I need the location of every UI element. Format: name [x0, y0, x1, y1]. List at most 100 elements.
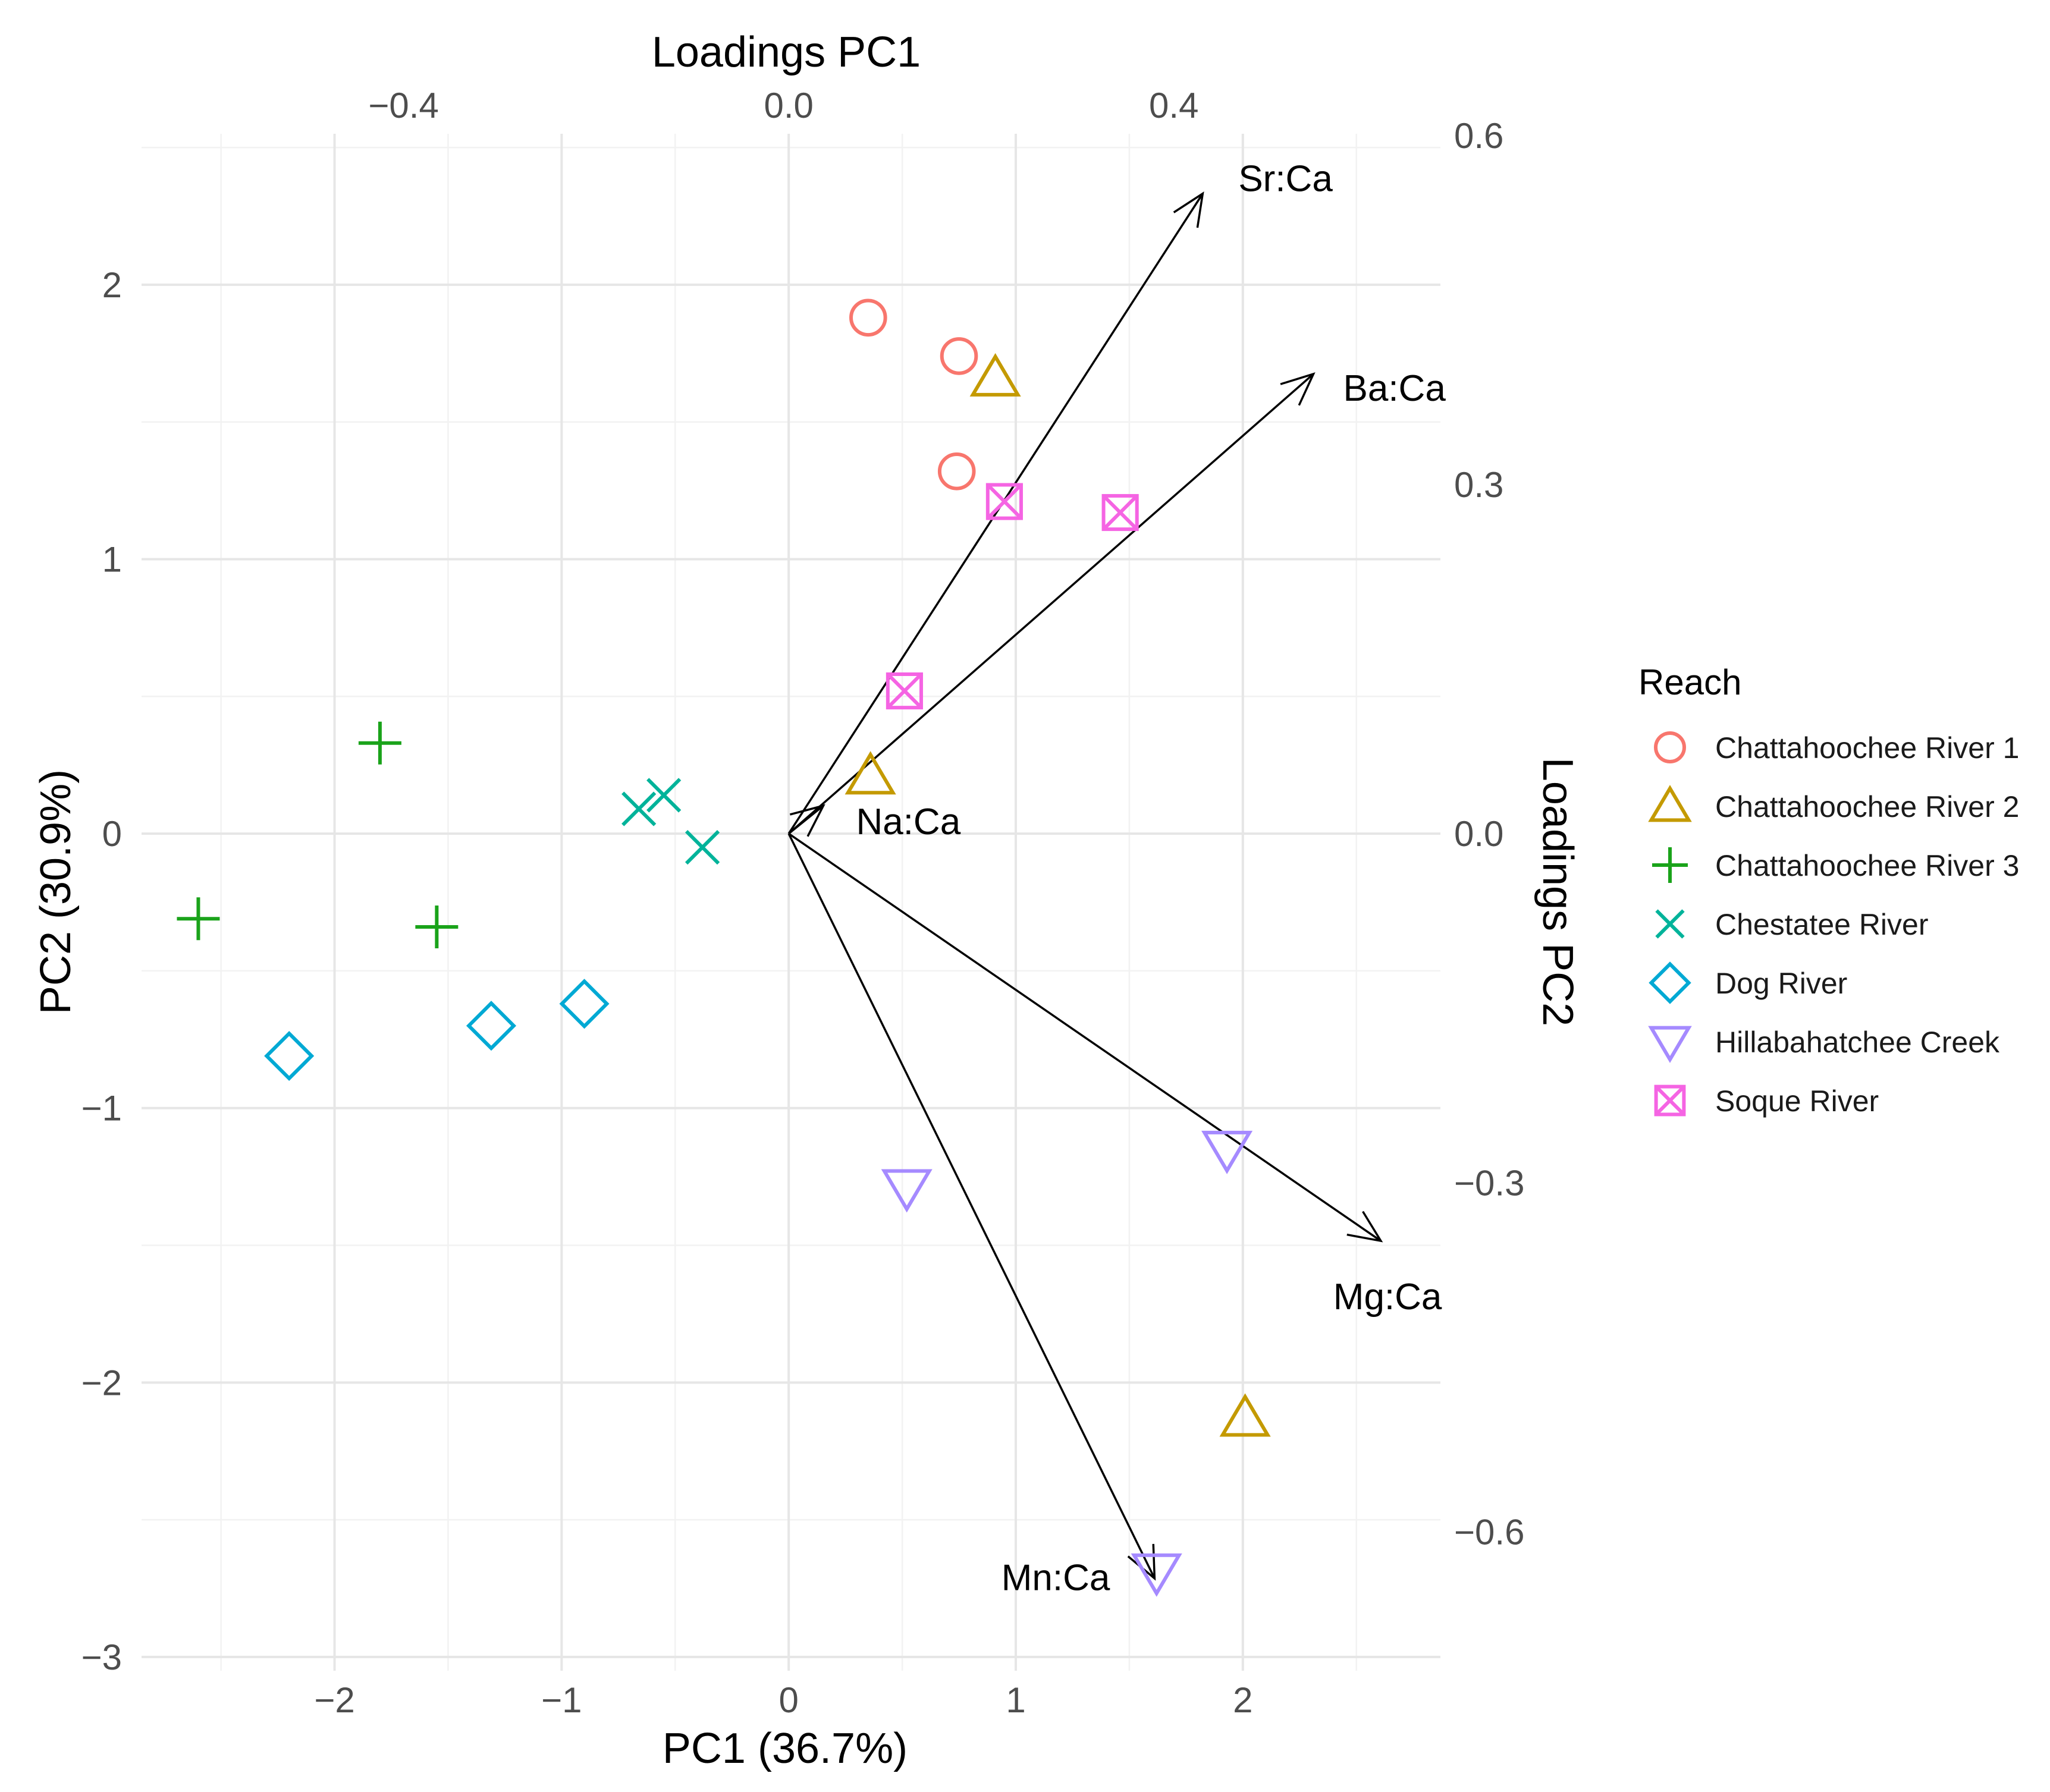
- data-point: [985, 483, 1023, 520]
- legend-item[interactable]: Dog River: [1649, 961, 1848, 1004]
- legend-item[interactable]: Chattahoochee River 3: [1652, 847, 2019, 883]
- cross-b: [685, 830, 720, 865]
- x-tick-label: 2: [1233, 1680, 1252, 1720]
- box-marker: [1101, 493, 1139, 532]
- circle-marker: [937, 452, 976, 491]
- diamond-marker: [466, 1001, 517, 1051]
- box-cross-b: [1102, 494, 1138, 531]
- triangle-marker: [1219, 1393, 1271, 1437]
- box-marker: [1654, 1084, 1686, 1117]
- circle-marker: [1654, 731, 1686, 763]
- series-chattahoochee-river-3: [177, 721, 459, 949]
- right-tick-label: 0.6: [1454, 116, 1503, 156]
- legend-item[interactable]: Chestatee River: [1655, 908, 1929, 941]
- series-dog-river: [264, 979, 610, 1082]
- loading-arrow-mg-ca: [788, 832, 1382, 1242]
- legend-item[interactable]: Soque River: [1654, 1084, 1879, 1118]
- legend-label: Dog River: [1715, 967, 1847, 1000]
- y-tick-label: −2: [81, 1363, 122, 1403]
- loading-arrowhead: [1173, 191, 1204, 228]
- loading-arrow-ba-ca: [788, 373, 1314, 835]
- legend-key: [1648, 785, 1692, 822]
- data-point: [466, 1001, 517, 1051]
- y-tick-label: 1: [102, 539, 122, 579]
- loading-label: Mn:Ca: [1002, 1558, 1110, 1599]
- circle-marker: [849, 298, 887, 337]
- top-axis-title: Loadings PC1: [652, 29, 921, 76]
- legend-key: [1655, 909, 1685, 939]
- data-point: [685, 830, 720, 865]
- legend-item[interactable]: Chattahoochee River 2: [1648, 785, 2020, 823]
- data-point: [621, 791, 657, 826]
- axes: −2 −1 0 1 2 −3 −2 −1 0 1 2 −0.4 0.0 0.4 0.6 0.3 0.0 −0.3 −…: [32, 29, 1581, 1772]
- legend-label: Soque River: [1715, 1084, 1879, 1118]
- triangle-down-marker: [1201, 1130, 1253, 1174]
- diamond-marker: [1649, 961, 1691, 1004]
- legend[interactable]: Reach Chattahoochee River 1 Chattahoochee …: [1638, 662, 2019, 1118]
- y-tick-label: 0: [102, 814, 122, 854]
- legend-label: Hillabahatchee Creek: [1715, 1026, 2000, 1059]
- data-point: [177, 897, 220, 941]
- cross-b: [646, 778, 682, 813]
- box-cross-b: [886, 672, 923, 709]
- series-chattahoochee-river-2: [845, 353, 1271, 1437]
- triangle-marker: [969, 353, 1021, 397]
- legend-label: Chattahoochee River 1: [1715, 731, 2019, 765]
- top-tick-label: 0.0: [764, 86, 813, 125]
- loading-label: Mg:Ca: [1333, 1277, 1442, 1318]
- legend-title: Reach: [1638, 662, 1741, 702]
- y-tick-label: −1: [81, 1089, 122, 1128]
- cross-b: [621, 791, 657, 826]
- right-tick-label: 0.3: [1454, 465, 1503, 505]
- data-point: [937, 452, 976, 491]
- loading-arrows: Sr:Ca Ba:Ca Na:Ca Mg:Ca Mn:Ca: [787, 159, 1446, 1599]
- y-tick-label: −3: [81, 1637, 122, 1677]
- data-point: [1101, 493, 1139, 532]
- y-axis-title: PC2 (30.9%): [32, 769, 80, 1014]
- data-point: [881, 1169, 933, 1213]
- legend-item[interactable]: Hillabahatchee Creek: [1648, 1026, 2001, 1063]
- legend-key: [1654, 1084, 1686, 1117]
- y-tick-label: 2: [102, 265, 122, 305]
- data-point: [358, 721, 401, 765]
- legend-label: Chattahoochee River 2: [1715, 790, 2019, 823]
- right-axis-title: Loadings PC2: [1534, 757, 1581, 1026]
- circle-marker: [940, 337, 978, 375]
- data-point: [849, 298, 887, 337]
- data-point: [845, 751, 896, 795]
- legend-key: [1649, 961, 1691, 1004]
- data-point: [1131, 1553, 1182, 1597]
- x-tick-label: 1: [1006, 1680, 1025, 1720]
- loading-arrowhead: [1346, 1211, 1383, 1243]
- data-point: [940, 337, 978, 375]
- triangle-down-marker: [1648, 1026, 1692, 1063]
- series-soque-river: [886, 483, 1139, 710]
- top-tick-label: 0.4: [1149, 86, 1198, 125]
- loading-label: Ba:Ca: [1343, 368, 1446, 409]
- legend-item[interactable]: Chattahoochee River 1: [1654, 731, 2019, 765]
- data-point: [646, 778, 682, 813]
- data-points: [177, 298, 1271, 1597]
- loading-arrowhead: [1280, 372, 1316, 406]
- loading-arrow-na-ca: [788, 804, 824, 835]
- data-point: [969, 353, 1021, 397]
- right-tick-label: −0.3: [1454, 1163, 1524, 1203]
- box-cross-b: [986, 483, 1023, 520]
- top-tick-label: −0.4: [368, 86, 438, 125]
- legend-key: [1654, 731, 1686, 763]
- loading-label: Na:Ca: [856, 801, 960, 842]
- right-tick-label: 0.0: [1454, 814, 1503, 854]
- data-point: [415, 906, 459, 949]
- data-point: [1219, 1393, 1271, 1437]
- loading-arrow-sr-ca: [787, 193, 1204, 835]
- triangle-down-marker: [1131, 1553, 1182, 1597]
- triangle-marker: [1648, 785, 1692, 822]
- diamond-marker: [264, 1030, 315, 1082]
- series-chattahoochee-river-1: [849, 298, 978, 491]
- legend-label: Chestatee River: [1715, 908, 1929, 941]
- diamond-marker: [559, 979, 610, 1029]
- box-marker: [985, 483, 1023, 520]
- box-marker: [886, 672, 923, 710]
- legend-label: Chattahoochee River 3: [1715, 849, 2019, 882]
